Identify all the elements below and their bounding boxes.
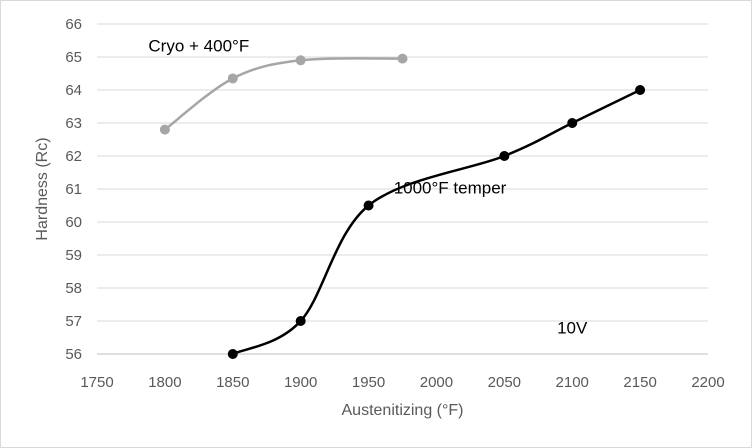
series-line: [164, 57, 403, 131]
x-tick-label: 1850: [216, 374, 249, 391]
data-point: [159, 124, 170, 135]
x-axis-title: Austenitizing (°F): [342, 402, 464, 419]
data-point: [567, 118, 578, 128]
data-point: [363, 200, 374, 211]
y-tick-label: 62: [65, 148, 82, 165]
series-group: [159, 53, 646, 359]
data-point: [295, 55, 306, 66]
y-tick-labels: 56 57 58 59 60 61 62 63 64 65 66: [65, 16, 82, 363]
series-1: [159, 53, 408, 135]
annotations: Cryo + 400°F 1000°F temper 10V: [148, 36, 588, 337]
x-tick-label: 2150: [623, 374, 656, 391]
y-tick-label: 64: [65, 82, 82, 99]
x-tick-label: 2200: [691, 374, 724, 391]
x-tick-label: 2100: [556, 374, 589, 391]
y-tick-label: 58: [65, 280, 82, 297]
x-tick-label: 2000: [420, 374, 453, 391]
y-tick-label: 56: [65, 346, 82, 363]
y-tick-label: 61: [65, 181, 82, 198]
data-point: [397, 53, 408, 64]
x-tick-label: 1800: [148, 374, 181, 391]
data-point: [227, 349, 238, 359]
y-tick-label: 59: [65, 247, 82, 264]
y-axis-title: Hardness (Rc): [34, 137, 51, 240]
y-tick-label: 57: [65, 313, 82, 330]
data-point: [635, 85, 646, 95]
x-tick-label: 2050: [488, 374, 521, 391]
x-tick-labels: 1750 1800 1850 1900 1950 2000 2050 2100 2150 2200: [80, 374, 724, 391]
x-tick-label: 1750: [80, 374, 113, 391]
annotation-label: 1000°F temper: [394, 178, 507, 197]
data-point: [227, 73, 238, 84]
x-tick-label: 1950: [352, 374, 385, 391]
data-point: [295, 316, 306, 326]
annotation-label: 10V: [557, 319, 588, 338]
data-point: [499, 151, 510, 161]
y-tick-label: 60: [65, 214, 82, 231]
series-2: [227, 85, 646, 359]
x-tick-label: 1900: [284, 374, 317, 391]
annotation-label: Cryo + 400°F: [148, 36, 249, 55]
y-tick-label: 65: [65, 49, 82, 66]
y-tick-label: 63: [65, 115, 82, 132]
y-tick-label: 66: [65, 16, 82, 33]
